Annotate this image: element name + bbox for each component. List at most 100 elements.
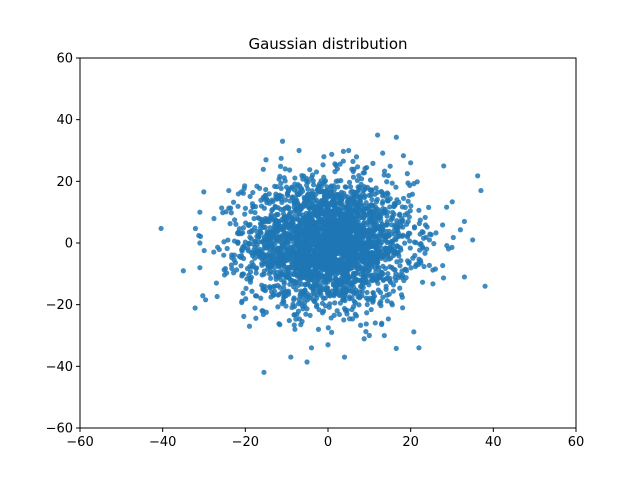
- scatter-point: [291, 201, 297, 207]
- scatter-point: [247, 276, 253, 282]
- scatter-point: [283, 274, 289, 280]
- scatter-point: [274, 273, 280, 279]
- scatter-point: [311, 262, 317, 268]
- scatter-point: [227, 221, 233, 227]
- scatter-point: [232, 260, 239, 266]
- scatter-point: [309, 269, 315, 275]
- scatter-point: [262, 224, 268, 230]
- scatter-point: [426, 204, 432, 210]
- scatter-point: [252, 255, 258, 261]
- scatter-point: [278, 155, 284, 161]
- scatter-point: [326, 248, 332, 254]
- scatter-point: [295, 211, 301, 218]
- scatter-point: [321, 174, 327, 180]
- x-tick-label: 40: [485, 435, 502, 450]
- scatter-point: [280, 210, 287, 217]
- scatter-point: [284, 191, 291, 197]
- scatter-point: [431, 241, 437, 247]
- scatter-point: [385, 191, 391, 197]
- scatter-point: [408, 160, 414, 166]
- scatter-point: [339, 212, 345, 218]
- scatter-point: [367, 227, 373, 233]
- scatter-point: [331, 241, 338, 247]
- scatter-point: [400, 272, 406, 279]
- scatter-point: [352, 208, 359, 215]
- scatter-point: [402, 240, 408, 246]
- scatter-point: [269, 207, 275, 213]
- scatter-point: [358, 176, 365, 182]
- scatter-point: [287, 198, 293, 204]
- scatter-point: [230, 199, 237, 205]
- scatter-point: [339, 224, 345, 231]
- scatter-point: [192, 305, 198, 311]
- scatter-point: [304, 359, 310, 365]
- scatter-point: [285, 244, 291, 250]
- scatter-point: [321, 193, 327, 200]
- scatter-point: [365, 252, 371, 258]
- scatter-point: [254, 293, 260, 299]
- scatter-point: [314, 223, 320, 229]
- scatter-point: [292, 326, 298, 332]
- scatter-point: [389, 180, 395, 186]
- scatter-point: [377, 300, 383, 307]
- scatter-point: [267, 264, 273, 270]
- scatter-point: [235, 191, 241, 197]
- scatter-point: [440, 222, 446, 228]
- scatter-point: [381, 168, 388, 174]
- scatter-point: [331, 213, 338, 219]
- scatter-point: [238, 231, 244, 237]
- x-tick-label: 60: [568, 435, 585, 450]
- scatter-point: [362, 186, 368, 192]
- scatter-point: [352, 195, 358, 201]
- scatter-point: [364, 219, 371, 225]
- scatter-point: [363, 321, 369, 327]
- scatter-point: [336, 311, 343, 318]
- scatter-point: [302, 253, 308, 260]
- scatter-point: [325, 226, 331, 232]
- scatter-point: [263, 186, 269, 193]
- scatter-point: [440, 275, 447, 281]
- scatter-point: [332, 300, 338, 306]
- scatter-point: [347, 316, 353, 322]
- scatter-point: [400, 153, 407, 159]
- scatter-point: [390, 288, 396, 294]
- scatter-point: [331, 187, 337, 193]
- scatter-point: [374, 258, 380, 264]
- scatter-point: [393, 225, 399, 231]
- scatter-point: [282, 231, 288, 237]
- scatter-point: [349, 306, 355, 313]
- scatter-point: [214, 293, 220, 300]
- scatter-point: [371, 293, 378, 299]
- scatter-point: [306, 211, 312, 217]
- scatter-point: [258, 295, 264, 301]
- scatter-point: [377, 274, 383, 280]
- scatter-point: [341, 273, 347, 279]
- scatter-point: [393, 271, 399, 277]
- scatter-point: [278, 185, 284, 191]
- scatter-point: [291, 284, 297, 290]
- scatter-point: [201, 247, 207, 254]
- scatter-point: [296, 296, 302, 303]
- scatter-point: [408, 203, 414, 209]
- scatter-point: [335, 207, 341, 213]
- scatter-point: [365, 241, 371, 247]
- scatter-point: [273, 218, 279, 224]
- scatter-point: [304, 297, 311, 303]
- scatter-point: [333, 286, 339, 292]
- scatter-point: [334, 267, 340, 273]
- scatter-point: [384, 275, 390, 281]
- scatter-point: [356, 295, 363, 301]
- scatter-point: [334, 218, 340, 224]
- scatter-point: [265, 233, 271, 239]
- scatter-point: [422, 214, 428, 221]
- scatter-point: [339, 196, 345, 202]
- scatter-point: [373, 199, 380, 205]
- scatter-point: [423, 234, 429, 240]
- scatter-point: [457, 227, 464, 233]
- scatter-point: [430, 281, 436, 287]
- scatter-point: [411, 329, 417, 335]
- scatter-point: [379, 320, 385, 326]
- scatter-point: [276, 321, 282, 327]
- scatter-point: [252, 209, 258, 216]
- scatter-point: [298, 239, 304, 245]
